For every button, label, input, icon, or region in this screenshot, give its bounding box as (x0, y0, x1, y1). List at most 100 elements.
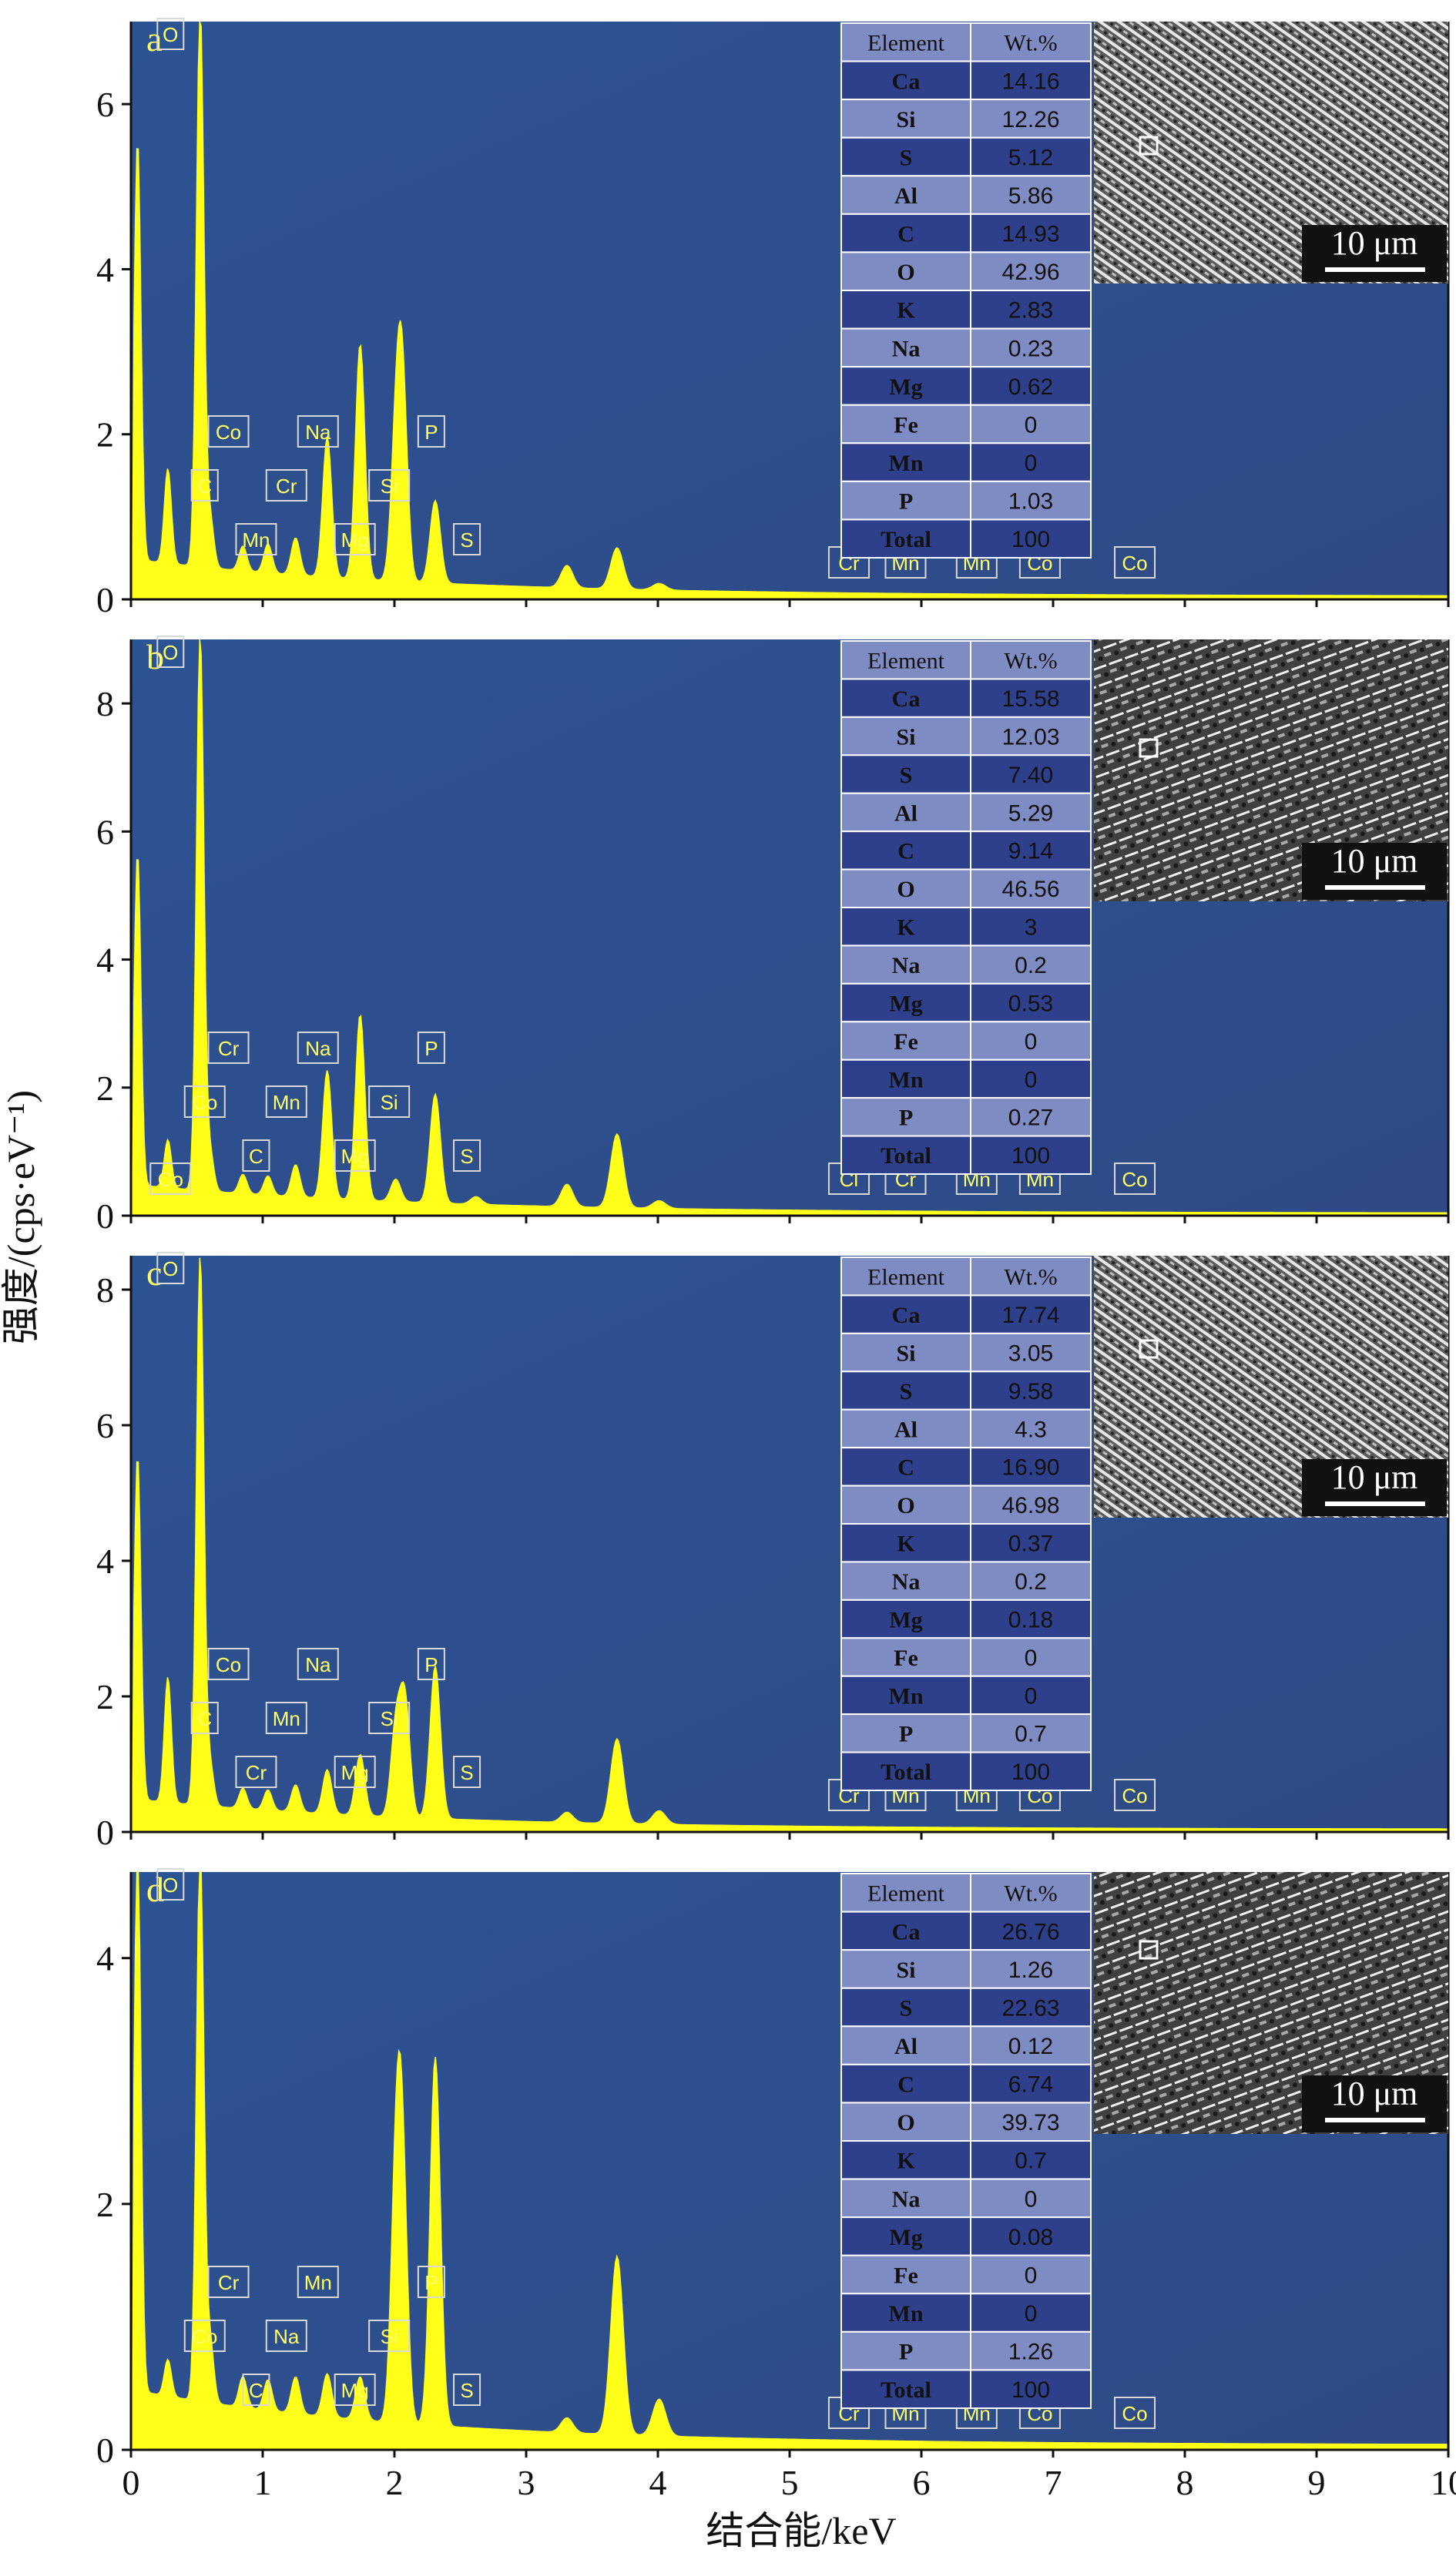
svg-text:Mn: Mn (273, 1707, 300, 1730)
element-marker-mg: Mg (334, 1139, 376, 1172)
table-row: O 46.56 (840, 868, 1092, 908)
table-row: P 1.03 (840, 480, 1092, 521)
table-row: O 42.96 (840, 251, 1092, 291)
wt-cell: 26.76 (1001, 1919, 1059, 1944)
table-row: Ca 17.74 (840, 1294, 1092, 1334)
svg-text:O: O (163, 23, 178, 46)
element-cell: O (897, 1493, 914, 1518)
svg-text:P: P (424, 421, 438, 444)
y-tick-label: 4 (96, 250, 114, 289)
element-marker-mg: Mg (334, 2374, 376, 2406)
wt-cell: 0.12 (1008, 2034, 1053, 2059)
element-marker-cr: Cr (265, 469, 307, 502)
element-marker-p: P (417, 2266, 445, 2298)
table-header: Wt.% (1004, 31, 1057, 56)
element-marker-s: S (453, 1139, 481, 1172)
scale-bar: 10 μm (1302, 2075, 1447, 2132)
element-marker-c: C (190, 469, 219, 502)
element-marker-mn: Mn (265, 1702, 307, 1734)
svg-text:Na: Na (273, 2325, 300, 2348)
table-row: C 9.14 (840, 830, 1092, 871)
element-cell: Ca (892, 1303, 921, 1328)
element-marker-cr: Cr (207, 2266, 250, 2298)
wt-cell: 22.63 (1001, 1995, 1059, 2021)
element-cell: Si (896, 724, 915, 750)
wt-cell: 9.14 (1008, 839, 1053, 864)
x-tick-label: 9 (1308, 2463, 1326, 2502)
table-header: Wt.% (1004, 649, 1057, 674)
svg-text:Si: Si (381, 1091, 398, 1114)
element-marker-co: Co (183, 2320, 226, 2352)
table-row: Mg 0.18 (840, 1599, 1092, 1639)
element-marker-c: C (242, 1139, 270, 1172)
element-cell: Mg (889, 1607, 922, 1632)
svg-text:O: O (163, 1874, 178, 1897)
spectrum-series (131, 1871, 1449, 2451)
element-marker-na: Na (297, 1648, 339, 1680)
element-marker-co: Co (183, 1085, 226, 1118)
wt-cell: 0 (1025, 1683, 1038, 1709)
sem-image: 10 μm (1094, 1872, 1448, 2134)
svg-text:O: O (163, 641, 178, 664)
x-tick-label: 5 (781, 2463, 799, 2502)
element-marker-si: Si (368, 2320, 411, 2352)
table-header: Element (867, 1265, 945, 1290)
element-cell: Total (881, 527, 931, 552)
y-tick-label: 8 (96, 684, 114, 723)
wt-cell: 0.18 (1008, 1607, 1053, 1632)
element-marker-mn: Mn (265, 1085, 307, 1118)
table-row: C 16.90 (840, 1447, 1092, 1487)
svg-text:Na: Na (305, 421, 331, 444)
spectrum-series (131, 21, 1449, 600)
table-row: K 0.37 (840, 1523, 1092, 1563)
svg-text:Si: Si (381, 2325, 398, 2348)
element-marker-na: Na (297, 415, 339, 448)
svg-text:Si: Si (381, 1707, 398, 1730)
table-row: Fe 0 (840, 2254, 1092, 2295)
element-marker-mn: Mn (297, 2266, 339, 2298)
element-marker-si: Si (368, 1085, 411, 1118)
svg-text:Mn: Mn (304, 2271, 332, 2294)
element-cell: Total (881, 1760, 931, 1785)
table-row: Ca 26.76 (840, 1911, 1092, 1951)
wt-cell: 0.7 (1015, 1722, 1047, 1747)
scale-bar-label: 10 μm (1331, 2075, 1418, 2112)
table-row: Mn 0 (840, 1675, 1092, 1716)
y-tick-label: 6 (96, 85, 114, 124)
composition-table: Element Wt.% Ca 17.74 Si 3.05 S 9.58 Al 4.3 C 16.90… (840, 1256, 1092, 1792)
element-marker-p: P (417, 1032, 445, 1064)
composition-table: Element Wt.% Ca 14.16 Si 12.26 S 5.12 Al 5.86 C 14.… (840, 22, 1092, 559)
element-marker-mg: Mg (334, 523, 376, 555)
wt-cell: 0 (1025, 2263, 1038, 2288)
scale-bar-label: 10 μm (1331, 842, 1418, 880)
wt-cell: 0.08 (1008, 2225, 1053, 2250)
element-marker-s: S (453, 523, 481, 555)
svg-text:Mn: Mn (273, 1091, 300, 1114)
element-cell: C (897, 222, 914, 247)
table-header: Wt.% (1004, 1265, 1057, 1290)
element-cell: O (897, 260, 914, 285)
wt-cell: 46.56 (1001, 877, 1059, 902)
svg-text:Cr: Cr (218, 1037, 240, 1060)
analysis-spot-marker (1139, 136, 1159, 156)
element-cell: Ca (892, 1919, 921, 1944)
element-marker-na: Na (297, 1032, 339, 1064)
wt-cell: 0 (1025, 2186, 1038, 2212)
element-marker-co: Co (1114, 1163, 1156, 1195)
element-cell: P (899, 1106, 913, 1131)
wt-cell: 16.90 (1001, 1455, 1059, 1481)
svg-text:C: C (197, 475, 212, 498)
element-cell: Ca (892, 69, 921, 94)
wt-cell: 0.2 (1015, 1569, 1047, 1595)
table-row: O 39.73 (840, 2102, 1092, 2142)
svg-text:P: P (424, 1653, 438, 1676)
element-cell: Total (881, 1143, 931, 1169)
table-row: Fe 0 (840, 1021, 1092, 1061)
table-row: Si 1.26 (840, 1949, 1092, 1989)
table-row: P 0.7 (840, 1713, 1092, 1753)
table-row: Total 100 (840, 1135, 1092, 1175)
table-row: Na 0.23 (840, 327, 1092, 368)
